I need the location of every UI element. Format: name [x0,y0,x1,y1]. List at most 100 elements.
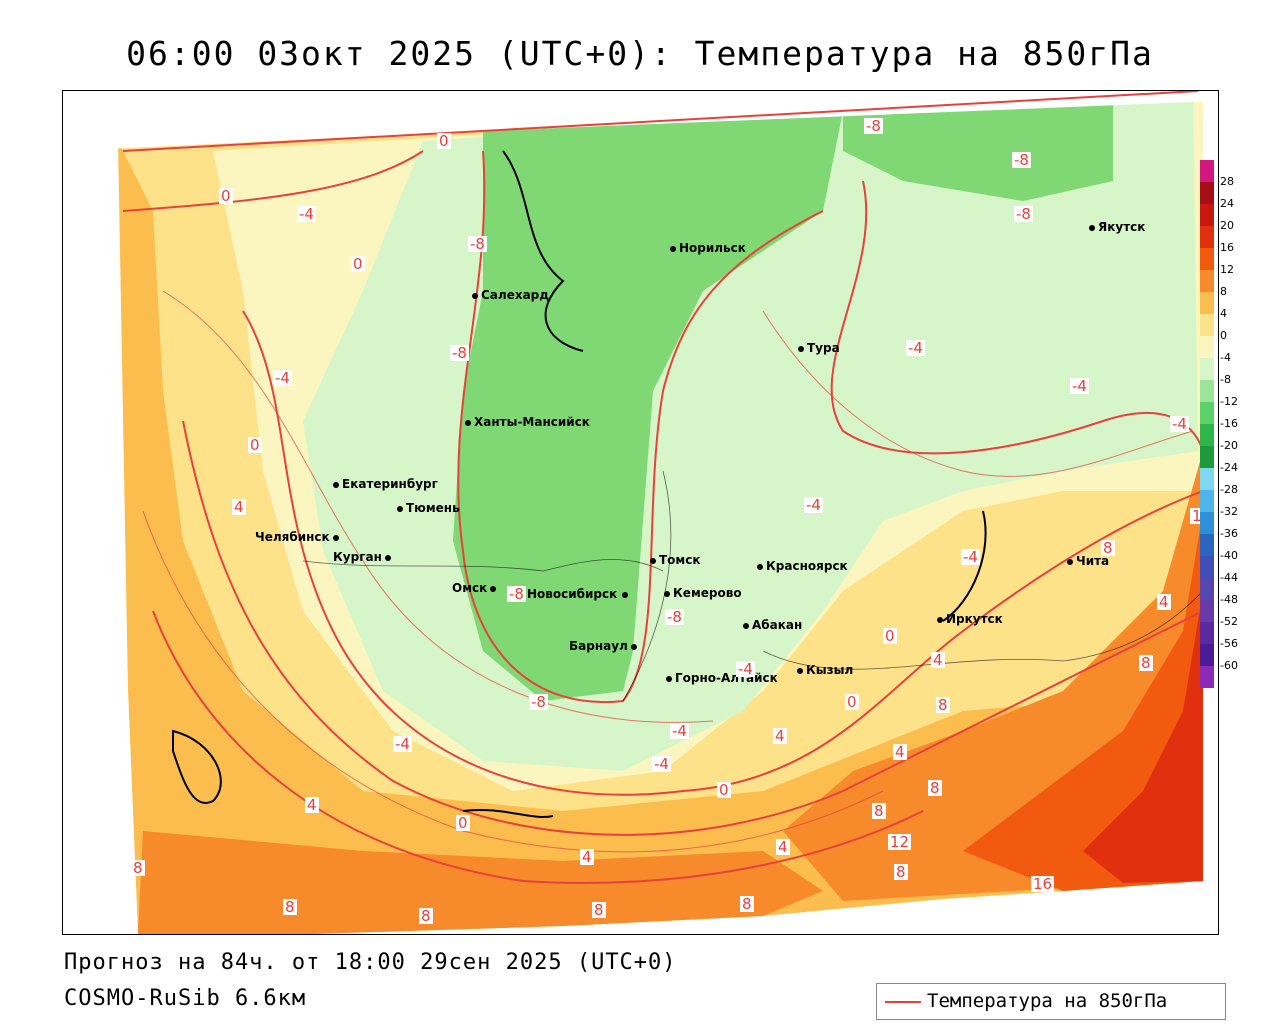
city-dot-icon [332,534,339,541]
forecast-info: Прогноз на 84ч. от 18:00 29сен 2025 (UTC… [64,950,677,975]
city-irkutsk: Иркутск [937,612,1003,626]
colorbar-tick-label: -4 [1220,351,1231,364]
contour-label: 8 [740,895,754,913]
colorbar-segment [1200,446,1214,468]
contour-label: 16 [1031,875,1055,893]
colorbar-tick-label: -52 [1220,615,1238,628]
colorbar-segment [1200,468,1214,490]
contour-label: -8 [864,117,883,135]
contour-label: 8 [894,863,908,881]
colorbar-segment [1200,556,1214,578]
contour-label: 0 [219,187,233,205]
contour-label: 8 [872,802,886,820]
colorbar-segment [1200,578,1214,600]
city-kemerovo: Кемерово [664,586,742,600]
colorbar-segment [1200,358,1214,380]
contour-label: 0 [883,627,897,645]
contour-label: -4 [393,735,412,753]
contour-label: -4 [273,369,292,387]
contour-label: -4 [652,755,671,773]
city-dot-icon [1067,558,1073,565]
city-dot-icon [797,667,803,674]
colorbar-segment [1200,666,1214,688]
colorbar [1200,160,1214,688]
colorbar-segment [1200,622,1214,644]
city-dot-icon [666,675,672,682]
colorbar-tick-label: 28 [1220,175,1234,188]
colorbar-tick-label: -32 [1220,505,1238,518]
city-dot-icon [664,590,670,597]
city-chelyabinsk: Челябинск [255,530,342,544]
colorbar-tick-label: 16 [1220,241,1234,254]
city-barnaul: Барнаул [569,639,640,653]
contour-label: 8 [928,779,942,797]
city-salekhard: Салехард [472,288,549,302]
colorbar-tick-label: 4 [1220,307,1227,320]
contour-label: -4 [1070,377,1089,395]
contour-label: -4 [736,660,755,678]
temperature-map [62,90,1219,935]
map-title: 06:00 03окт 2025 (UTC+0): Температура на… [126,34,1154,73]
city-tura: Тура [798,341,840,355]
city-chita: Чита [1067,554,1109,568]
colorbar-segment [1200,226,1214,248]
colorbar-segment [1200,182,1214,204]
colorbar-tick-label: 8 [1220,285,1227,298]
city-tomsk: Томск [650,553,701,567]
colorbar-segment [1200,490,1214,512]
city-dot-icon [490,585,497,592]
city-dot-icon [622,591,629,598]
city-dot-icon [630,643,637,650]
city-dot-icon [798,345,804,352]
colorbar-tick-label: -12 [1220,395,1238,408]
contour-label: 0 [248,436,262,454]
colorbar-segment [1200,644,1214,666]
contour-label: 4 [1157,593,1171,611]
colorbar-tick-label: -28 [1220,483,1238,496]
city-tyumen: Тюмень [397,501,460,515]
legend: Температура на 850гПа [876,983,1226,1020]
city-kurgan: Курган [333,550,394,564]
contour-label: 4 [893,743,907,761]
colorbar-segment [1200,160,1214,182]
city-ekaterinburg: Екатеринбург [333,477,438,491]
model-name: COSMO-RuSib 6.6км [64,986,307,1011]
contour-label: 8 [936,696,950,714]
contour-label: 8 [592,901,606,919]
colorbar-tick-label: 12 [1220,263,1234,276]
contour-label: 4 [931,651,945,669]
contour-label: 4 [232,498,246,516]
contour-label: 0 [351,255,365,273]
city-novosibirsk: Новосибирск [527,587,631,601]
contour-label: -8 [450,344,469,362]
contour-label: -8 [468,235,487,253]
colorbar-segment [1200,600,1214,622]
colorbar-tick-label: -44 [1220,571,1238,584]
city-dot-icon [670,245,676,252]
city-dot-icon [333,481,339,488]
contour-label: -4 [670,722,689,740]
contour-label: 4 [776,838,790,856]
contour-label: 8 [1101,539,1115,557]
contour-label: 0 [845,693,859,711]
colorbar-tick-label: -24 [1220,461,1238,474]
colorbar-tick-label: 24 [1220,197,1234,210]
colorbar-segment [1200,292,1214,314]
contour-label: -4 [906,339,925,357]
contour-label: -8 [1012,151,1031,169]
contour-label: 4 [580,848,594,866]
colorbar-segment [1200,424,1214,446]
colorbar-segment [1200,380,1214,402]
contour-label: 8 [419,907,433,925]
city-abakan: Абакан [743,618,802,632]
colorbar-segment [1200,336,1214,358]
contour-label: 8 [131,859,145,877]
colorbar-segment [1200,512,1214,534]
contour-label: 0 [437,132,451,150]
colorbar-tick-label: -20 [1220,439,1238,452]
contour-label: 8 [1139,654,1153,672]
city-dot-icon [743,622,749,629]
colorbar-segment [1200,314,1214,336]
city-dot-icon [757,563,763,570]
map-canvas [63,91,1218,934]
